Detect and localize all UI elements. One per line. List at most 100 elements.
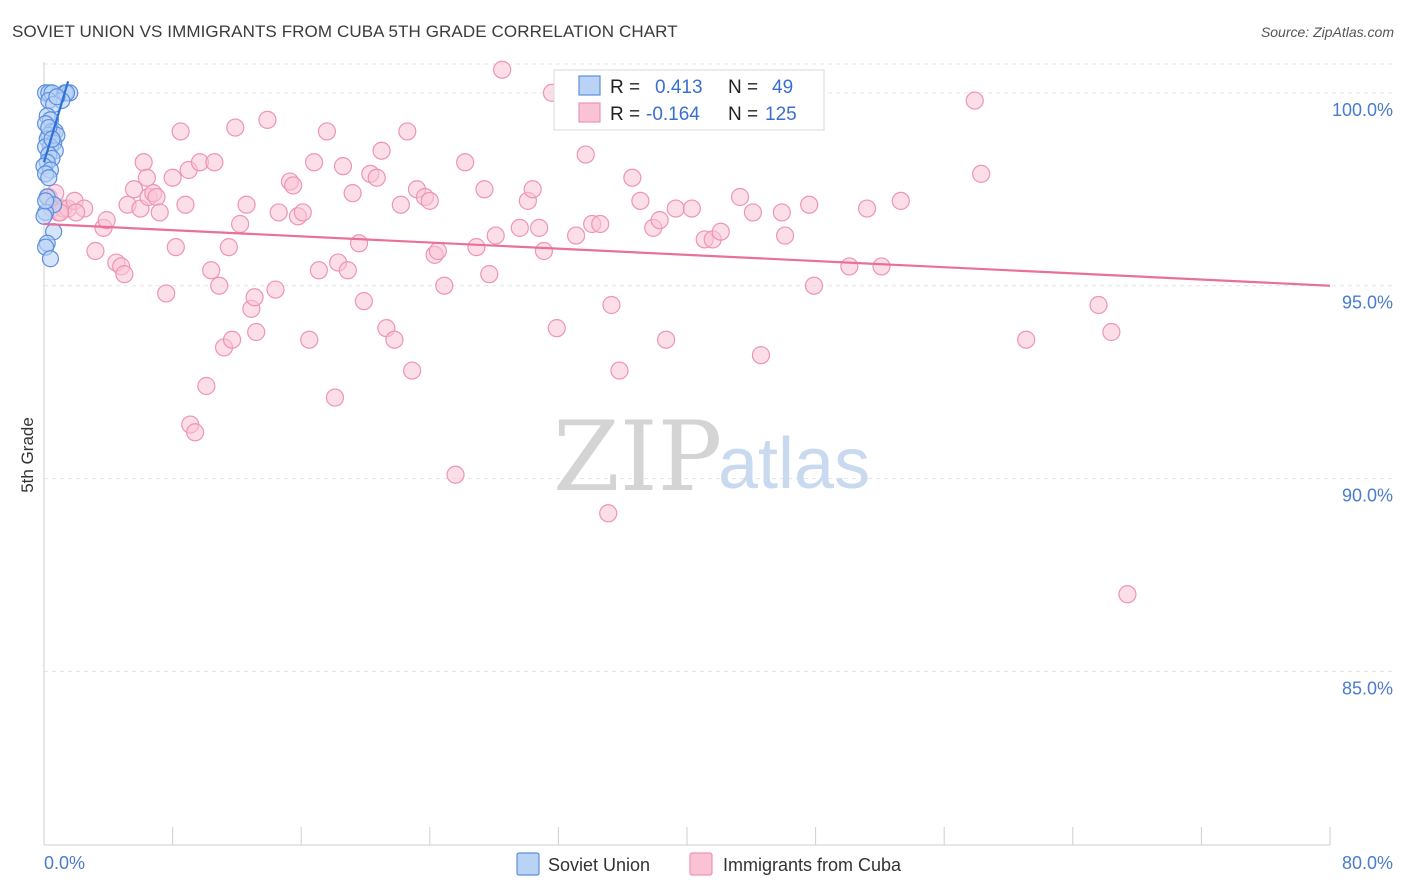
data-point-cuba (134, 153, 153, 172)
stats-legend: R = 0.413 N = 49 R = -0.164 N = 125 (553, 69, 825, 131)
data-point-cuba (258, 110, 277, 129)
data-point-cuba (467, 238, 486, 257)
legend-label-soviet: Soviet Union (548, 855, 650, 875)
data-point-cuba (333, 157, 353, 176)
data-point-cuba (623, 168, 642, 187)
data-point-cuba (176, 195, 195, 214)
data-point-cuba (372, 141, 391, 160)
data-point-cuba (1017, 330, 1036, 349)
data-point-cuba (1118, 585, 1137, 604)
data-point-cuba (711, 222, 730, 241)
data-point-cuba (309, 261, 328, 280)
data-point-cuba (202, 261, 221, 280)
data-point-cuba (293, 203, 312, 222)
data-point-cuba (775, 226, 795, 245)
series-soviet-union (35, 84, 79, 268)
data-point-cuba (682, 199, 701, 218)
data-point-cuba (602, 295, 621, 315)
data-point-cuba (219, 238, 238, 257)
data-point-cuba (231, 214, 250, 234)
data-point-cuba (210, 276, 229, 295)
data-point-soviet (40, 169, 58, 187)
data-point-cuba (510, 218, 529, 237)
data-point-cuba (300, 330, 319, 349)
y-tick-label: 95.0% (1342, 293, 1393, 313)
data-point-cuba (269, 203, 288, 222)
data-point-soviet (35, 207, 53, 225)
data-point-cuba (163, 168, 182, 187)
data-point-cuba (226, 118, 245, 137)
legend: Soviet Union Immigrants from Cuba (516, 852, 902, 876)
stats-r-label-cuba: R = (610, 104, 640, 125)
watermark: ZIP atlas (553, 401, 870, 513)
legend-swatch-soviet (516, 852, 540, 876)
data-point-cuba (480, 265, 499, 284)
stats-r-value-soviet: 0.413 (655, 77, 703, 98)
stats-swatch-soviet (578, 75, 601, 96)
data-point-cuba (266, 280, 285, 299)
data-point-cuba (205, 153, 224, 172)
stats-n-label-soviet: N = (728, 77, 758, 98)
x-tick-label-max: 80.0% (1342, 853, 1393, 873)
legend-label-cuba: Immigrants from Cuba (723, 855, 902, 875)
axes: 85.0% 90.0% 95.0% 100.0% 0.0% 80.0% (43, 62, 1393, 873)
data-point-cuba (67, 203, 86, 222)
y-tick-label: 100.0% (1332, 100, 1393, 120)
data-point-cuba (97, 211, 116, 230)
data-point-cuba (486, 226, 505, 245)
watermark-zip: ZIP (553, 401, 722, 513)
data-point-soviet (41, 250, 60, 268)
trend-line-soviet (42, 80, 70, 163)
data-point-cuba (523, 180, 542, 199)
data-point-cuba (534, 241, 554, 261)
data-point-cuba (610, 361, 629, 380)
data-point-cuba (115, 265, 134, 284)
data-point-cuba (245, 288, 264, 307)
data-point-cuba (547, 319, 566, 338)
y-tick-label: 90.0% (1342, 486, 1393, 506)
data-point-cuba (772, 203, 791, 222)
data-point-cuba (857, 199, 877, 218)
data-point-cuba (446, 465, 465, 484)
data-point-cuba (398, 122, 417, 141)
data-point-cuba (730, 187, 750, 207)
data-point-cuba (657, 330, 676, 349)
data-point-cuba (86, 241, 105, 261)
data-point-cuba (157, 284, 176, 303)
data-point-cuba (428, 241, 447, 261)
stats-r-value-cuba: -0.164 (646, 104, 700, 125)
data-point-soviet (43, 130, 61, 148)
data-point-cuba (751, 346, 771, 365)
data-point-cuba (493, 60, 512, 79)
data-point-cuba (666, 199, 685, 218)
data-point-cuba (530, 218, 549, 237)
y-tick-label: 85.0% (1342, 678, 1393, 698)
chart-title: SOVIET UNION VS IMMIGRANTS FROM CUBA 5TH… (12, 22, 678, 41)
data-point-cuba (872, 257, 891, 276)
data-point-cuba (576, 145, 595, 164)
data-point-cuba (475, 180, 494, 199)
stats-n-value-soviet: 49 (772, 77, 793, 98)
data-point-cuba (800, 195, 819, 214)
data-point-cuba (150, 203, 169, 222)
data-point-cuba (137, 168, 156, 187)
data-point-cuba (391, 195, 410, 214)
data-point-cuba (965, 91, 984, 110)
data-point-cuba (349, 234, 369, 253)
data-point-cuba (343, 184, 362, 203)
y-axis-label: 5th Grade (18, 417, 37, 493)
data-point-cuba (972, 164, 991, 183)
data-point-cuba (1089, 295, 1108, 315)
source-label: Source: ZipAtlas.com (1260, 24, 1394, 40)
data-point-cuba (891, 191, 910, 210)
grid-lines (44, 63, 1393, 672)
y-axis-label-group: 5th Grade (18, 417, 37, 493)
data-point-cuba (403, 361, 422, 380)
data-point-cuba (171, 122, 190, 141)
data-point-cuba (304, 153, 324, 172)
data-point-cuba (124, 180, 144, 199)
stats-n-label-cuba: N = (728, 104, 758, 125)
data-point-cuba (435, 276, 454, 295)
data-point-cuba (237, 195, 256, 214)
